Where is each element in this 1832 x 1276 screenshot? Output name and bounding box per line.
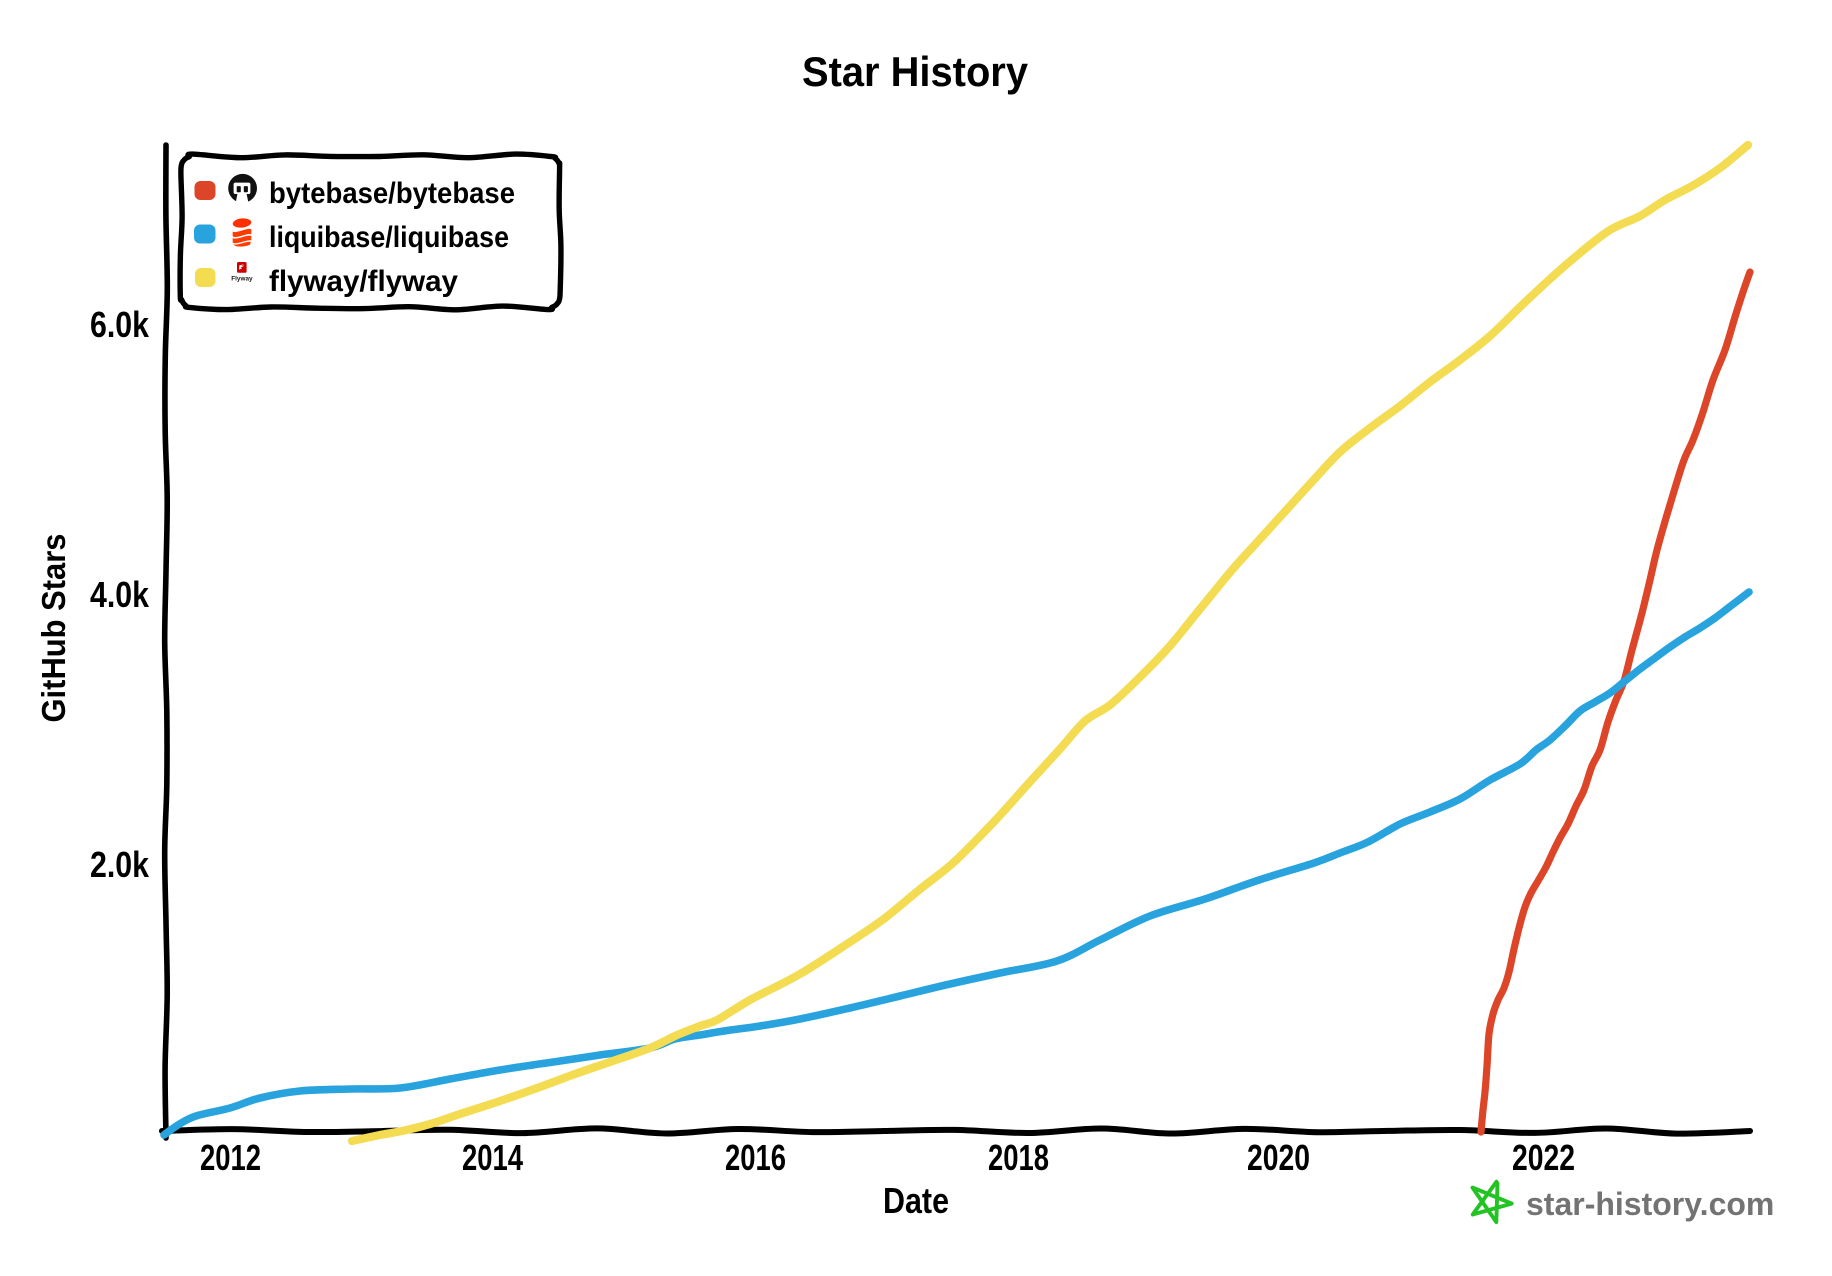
svg-text:GitHub Stars: GitHub Stars	[35, 534, 72, 723]
svg-text:bytebase/bytebase: bytebase/bytebase	[269, 177, 515, 210]
svg-text:2012: 2012	[200, 1137, 261, 1178]
svg-text:2016: 2016	[725, 1137, 786, 1178]
svg-text:star-history.com: star-history.com	[1526, 1186, 1774, 1222]
svg-text:Star History: Star History	[802, 48, 1029, 95]
svg-text:6.0k: 6.0k	[90, 304, 150, 345]
svg-text:2020: 2020	[1247, 1137, 1310, 1178]
svg-text:2022: 2022	[1512, 1137, 1575, 1178]
svg-text:liquibase/liquibase: liquibase/liquibase	[269, 221, 509, 254]
svg-text:Flyway: Flyway	[231, 275, 253, 282]
svg-text:2018: 2018	[988, 1137, 1049, 1178]
svg-text:4.0k: 4.0k	[90, 574, 150, 615]
svg-text:2.0k: 2.0k	[90, 844, 150, 885]
svg-text:flyway/flyway: flyway/flyway	[269, 265, 458, 298]
svg-text:2014: 2014	[462, 1137, 523, 1178]
svg-text:Date: Date	[883, 1180, 949, 1221]
